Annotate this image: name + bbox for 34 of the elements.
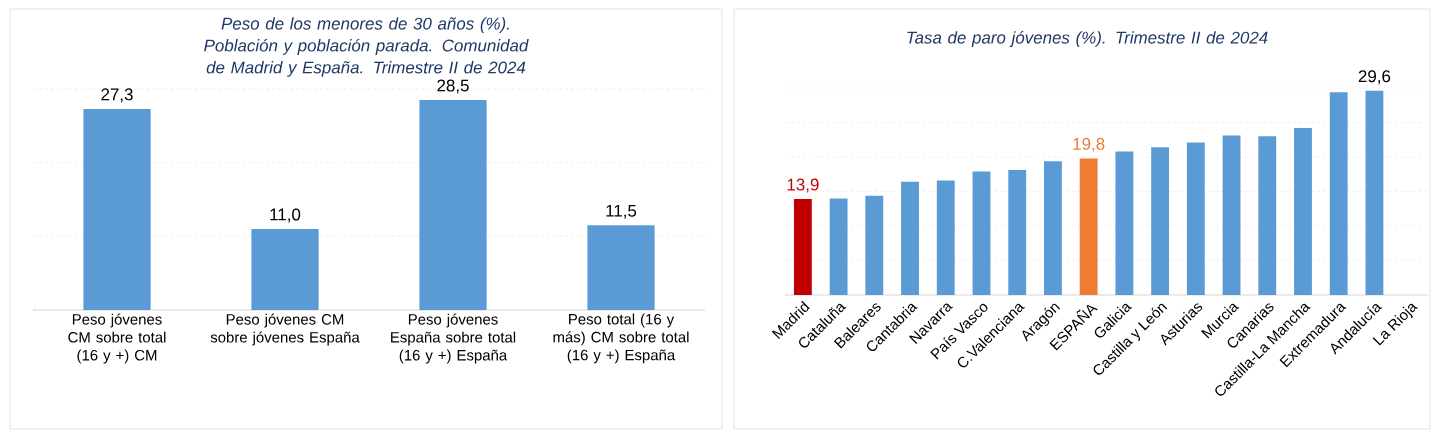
data-label: 27,3 xyxy=(101,88,133,103)
bar xyxy=(1008,170,1027,295)
bar xyxy=(419,100,487,310)
bar xyxy=(936,180,955,295)
bar xyxy=(829,198,848,295)
bar xyxy=(865,195,884,295)
bar xyxy=(1365,90,1384,295)
bar xyxy=(1044,161,1062,295)
x-tick-label: Peso jóvenes España sobre total (16 y +) España xyxy=(391,313,516,364)
bar xyxy=(1329,92,1348,295)
data-label: 29,6 xyxy=(1358,70,1391,85)
chart-title: Tasa de paro jóvenes (%). Trimestre II de 2024 xyxy=(907,31,1268,47)
bar xyxy=(1222,135,1241,295)
bar xyxy=(1186,142,1205,295)
data-label: 19,8 xyxy=(1073,137,1105,152)
bar xyxy=(901,181,919,295)
bar xyxy=(1294,128,1312,295)
bar xyxy=(972,171,991,295)
x-tick-label: Peso jóvenes CM sobre total (16 y +) CM xyxy=(68,313,166,364)
bar xyxy=(1115,151,1134,295)
bar xyxy=(1151,147,1170,295)
data-label: 13,9 xyxy=(787,178,819,193)
data-label: 11,0 xyxy=(270,208,301,223)
x-tick-label: Peso jóvenes CM sobre jóvenes España xyxy=(210,313,360,346)
bar xyxy=(251,228,319,310)
bar xyxy=(83,108,151,310)
bar xyxy=(793,199,812,295)
chart-title: Peso de los menores de 30 años (%). Población y población parada. Comunidad de Madrid y España. Trimestre II de 2024 xyxy=(204,17,529,77)
bar xyxy=(1258,136,1277,295)
data-label: 11,5 xyxy=(606,204,637,219)
bar xyxy=(1079,158,1098,295)
data-label: 28,5 xyxy=(437,79,469,94)
bar xyxy=(587,225,655,310)
x-tick-label: Peso total (16 y más) CM sobre total (16 y +) España xyxy=(553,313,689,364)
